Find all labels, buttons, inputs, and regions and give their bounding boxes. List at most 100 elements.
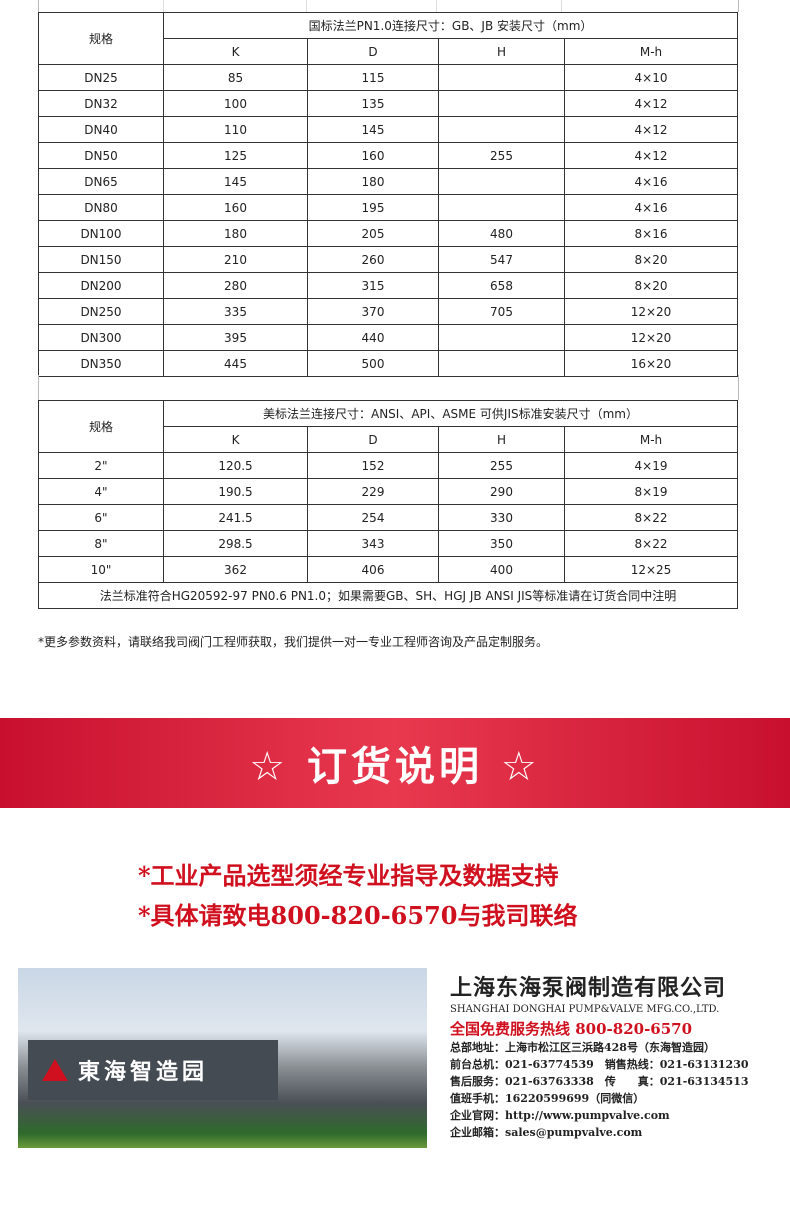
column-header: H: [438, 426, 565, 453]
company-name-en: SHANGHAI DONGHAI PUMP&VALVE MFG.CO.,LTD.: [450, 1004, 720, 1015]
value-cell: 255: [438, 452, 565, 479]
table-row: 4" 190.5 229 290 8×19: [38, 478, 738, 505]
spec-header: 规格: [38, 12, 164, 65]
value-cell: 280: [163, 272, 308, 299]
contact-line: 售后服务：021-63763338 传 真：021-63134513: [450, 1075, 749, 1088]
column-header: K: [163, 38, 308, 65]
value-cell: 370: [307, 298, 439, 325]
value-cell: 4×12: [564, 90, 738, 117]
table-row: DN80 160 195 4×16: [38, 194, 738, 221]
table-row: DN200 280 315 658 8×20: [38, 272, 738, 299]
value-cell: 440: [307, 324, 439, 351]
table-row: 8" 298.5 343 350 8×22: [38, 530, 738, 557]
value-cell: 362: [163, 556, 308, 583]
value-cell: 395: [163, 324, 308, 351]
value-cell: 260: [307, 246, 439, 273]
value-cell: 12×20: [564, 324, 738, 351]
value-cell: [438, 90, 565, 117]
spec-cell: DN250: [38, 298, 164, 325]
value-cell: 180: [163, 220, 308, 247]
value-cell: 4×16: [564, 194, 738, 221]
value-cell: 500: [307, 350, 439, 377]
value-cell: 4×12: [564, 142, 738, 169]
value-cell: [438, 116, 565, 143]
value-cell: 298.5: [163, 530, 308, 557]
value-cell: 330: [438, 504, 565, 531]
value-cell: [438, 350, 565, 377]
value-cell: 290: [438, 478, 565, 505]
value-cell: 8×19: [564, 478, 738, 505]
value-cell: 8×16: [564, 220, 738, 247]
company-name-cn: 上海东海泵阀制造有限公司: [450, 976, 727, 1001]
value-cell: [438, 168, 565, 195]
spec-cell: DN25: [38, 64, 164, 91]
value-cell: 190.5: [163, 478, 308, 505]
factory-photo: 東海智造园: [18, 968, 427, 1148]
spec-cell: 10": [38, 556, 164, 583]
value-cell: 254: [307, 504, 439, 531]
value-cell: 125: [163, 142, 308, 169]
value-cell: 4×16: [564, 168, 738, 195]
spec-cell: DN32: [38, 90, 164, 117]
table-row: DN250 335 370 705 12×20: [38, 298, 738, 325]
contact-line: 企业官网：http://www.pumpvalve.com: [450, 1109, 670, 1122]
table-row: DN50 125 160 255 4×12: [38, 142, 738, 169]
table-title: 国标法兰PN1.0连接尺寸：GB、JB 安装尺寸（mm）: [163, 12, 738, 39]
value-cell: 100: [163, 90, 308, 117]
column-header: D: [307, 426, 439, 453]
spec-cell: DN300: [38, 324, 164, 351]
value-cell: [438, 194, 565, 221]
table-row: DN300 395 440 12×20: [38, 324, 738, 351]
column-header: D: [307, 38, 439, 65]
company-logo-icon: [42, 1059, 68, 1081]
value-cell: 8×22: [564, 504, 738, 531]
value-cell: 658: [438, 272, 565, 299]
value-cell: 160: [163, 194, 308, 221]
value-cell: 8×22: [564, 530, 738, 557]
value-cell: 120.5: [163, 452, 308, 479]
contact-line: 前台总机：021-63774539 销售热线：021-63131230: [450, 1058, 749, 1071]
red-notice-2: *具体请致电800-820-6570与我司联络: [138, 901, 578, 930]
spec-cell: 2": [38, 452, 164, 479]
info-note: *更多参数资料，请联络我司阀门工程师获取，我们提供一对一专业工程师咨询及产品定制…: [38, 635, 549, 649]
value-cell: 210: [163, 246, 308, 273]
value-cell: 350: [438, 530, 565, 557]
value-cell: 8×20: [564, 246, 738, 273]
spec-cell: DN100: [38, 220, 164, 247]
value-cell: 255: [438, 142, 565, 169]
column-header: M-h: [564, 38, 738, 65]
spec-cell: 6": [38, 504, 164, 531]
value-cell: 12×25: [564, 556, 738, 583]
table-row: DN100 180 205 480 8×16: [38, 220, 738, 247]
value-cell: 229: [307, 478, 439, 505]
spec-cell: DN65: [38, 168, 164, 195]
spec-cell: 4": [38, 478, 164, 505]
value-cell: 480: [438, 220, 565, 247]
table-row: DN40 110 145 4×12: [38, 116, 738, 143]
red-notice-1: *工业产品选型须经专业指导及数据支持: [138, 861, 559, 890]
value-cell: [438, 64, 565, 91]
company-info: 上海东海泵阀制造有限公司 SHANGHAI DONGHAI PUMP&VALVE…: [450, 970, 760, 1141]
value-cell: 445: [163, 350, 308, 377]
value-cell: 400: [438, 556, 565, 583]
ansi-flange-table: 规格 美标法兰连接尺寸：ANSI、API、ASME 可供JIS标准安装尺寸（mm）…: [38, 400, 738, 609]
value-cell: 135: [307, 90, 439, 117]
previous-table-stub: [38, 0, 739, 12]
value-cell: 4×19: [564, 452, 738, 479]
value-cell: [438, 324, 565, 351]
spec-cell: DN150: [38, 246, 164, 273]
order-instructions-banner: ☆ 订货说明 ☆: [0, 718, 790, 808]
value-cell: 12×20: [564, 298, 738, 325]
value-cell: 335: [163, 298, 308, 325]
value-cell: 8×20: [564, 272, 738, 299]
spec-cell: DN80: [38, 194, 164, 221]
entrance-sign: 東海智造园: [28, 1040, 278, 1100]
table-row: DN32 100 135 4×12: [38, 90, 738, 117]
value-cell: 241.5: [163, 504, 308, 531]
value-cell: 705: [438, 298, 565, 325]
value-cell: 4×12: [564, 116, 738, 143]
value-cell: 145: [163, 168, 308, 195]
spec-cell: DN50: [38, 142, 164, 169]
table-row: DN350 445 500 16×20: [38, 350, 738, 377]
